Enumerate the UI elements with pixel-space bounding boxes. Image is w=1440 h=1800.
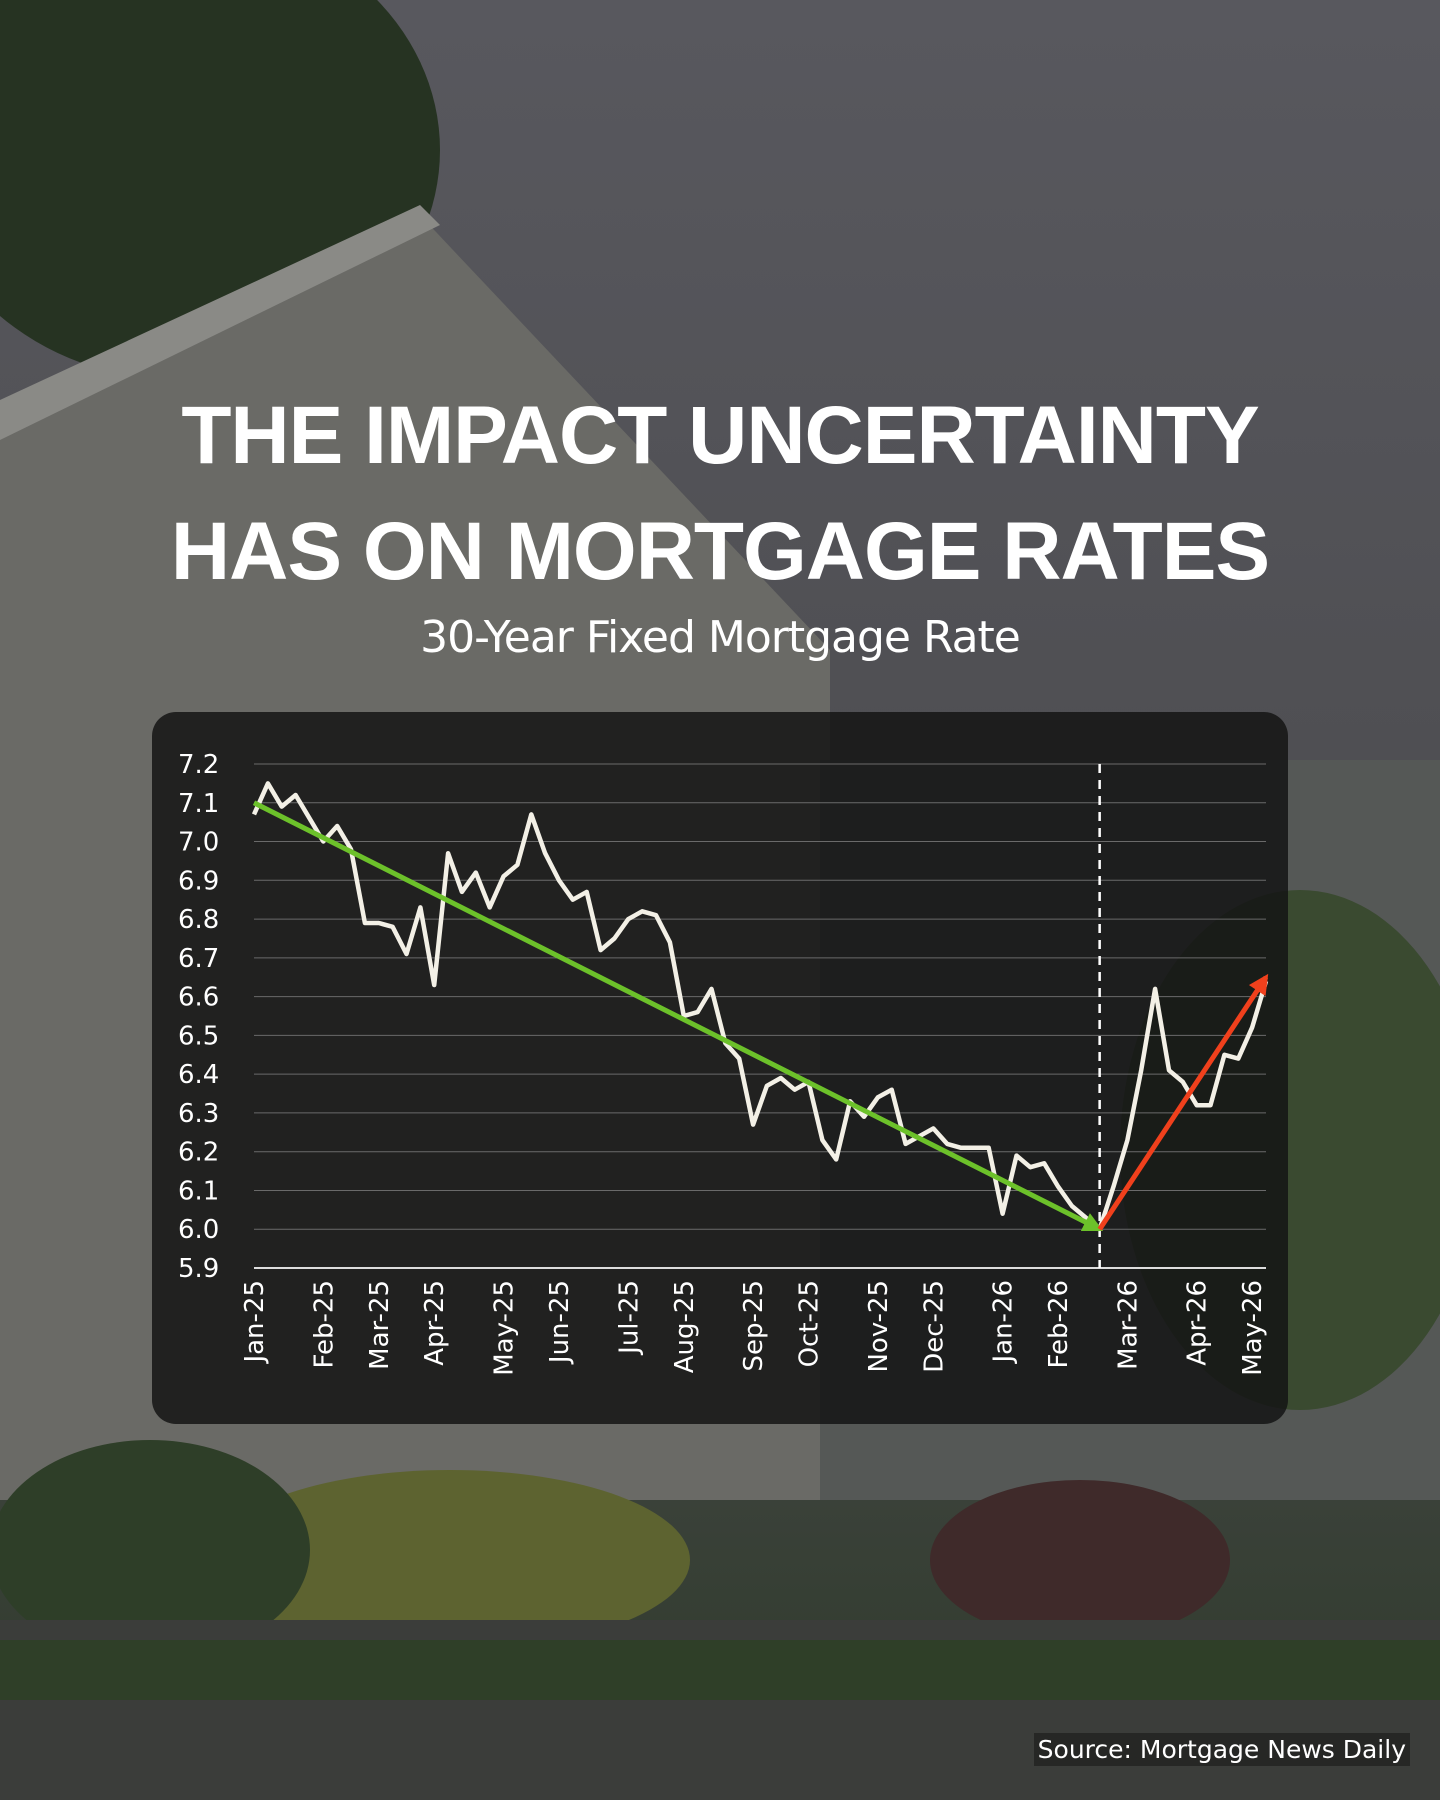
x-tick-label: Apr-26: [1183, 1280, 1213, 1366]
y-tick-label: 6.4: [178, 1060, 219, 1090]
x-tick-label: Mar-25: [365, 1280, 395, 1370]
x-tick-label: Mar-26: [1113, 1280, 1143, 1370]
x-tick-label: Jul-25: [614, 1280, 644, 1356]
y-tick-label: 7.0: [178, 828, 219, 858]
y-tick-label: 6.8: [178, 905, 219, 935]
trend-arrow: [252, 800, 1104, 1232]
x-tick-label: Aug-25: [670, 1280, 700, 1373]
chart-panel: [152, 712, 1288, 1424]
x-tick-label: May-25: [490, 1280, 520, 1376]
x-tick-label: May-26: [1238, 1280, 1268, 1376]
x-tick-label: Jan-25: [240, 1280, 270, 1365]
y-tick-label: 6.0: [178, 1215, 219, 1245]
x-tick-label: Feb-26: [1044, 1280, 1074, 1369]
y-tick-label: 6.3: [178, 1099, 219, 1129]
y-tick-label: 6.2: [178, 1138, 219, 1168]
trend-arrow: [1097, 973, 1269, 1231]
y-tick-label: 6.9: [178, 866, 219, 896]
x-tick-label: Sep-25: [739, 1280, 769, 1371]
x-tick-label: Feb-25: [309, 1280, 339, 1369]
x-tick-label: Nov-25: [864, 1280, 894, 1373]
x-tick-label: Apr-25: [420, 1280, 450, 1366]
x-tick-label: Jun-25: [545, 1280, 575, 1365]
x-tick-label: Oct-25: [795, 1280, 825, 1367]
y-tick-label: 6.7: [178, 944, 219, 974]
x-tick-label: Jan-26: [989, 1280, 1019, 1365]
y-tick-label: 5.9: [178, 1254, 219, 1284]
y-tick-label: 6.6: [178, 983, 219, 1013]
headline: THE IMPACT UNCERTAINTY HAS ON MORTGAGE R…: [170, 390, 1270, 597]
source-note: Source: Mortgage News Daily: [1033, 1733, 1410, 1766]
x-tick-label: Dec-25: [919, 1280, 949, 1373]
y-tick-label: 6.1: [178, 1176, 219, 1206]
subtitle: 30-Year Fixed Mortgage Rate: [420, 612, 1021, 663]
y-tick-label: 7.2: [178, 750, 219, 780]
y-tick-label: 7.1: [178, 789, 219, 819]
y-tick-label: 6.5: [178, 1021, 219, 1051]
